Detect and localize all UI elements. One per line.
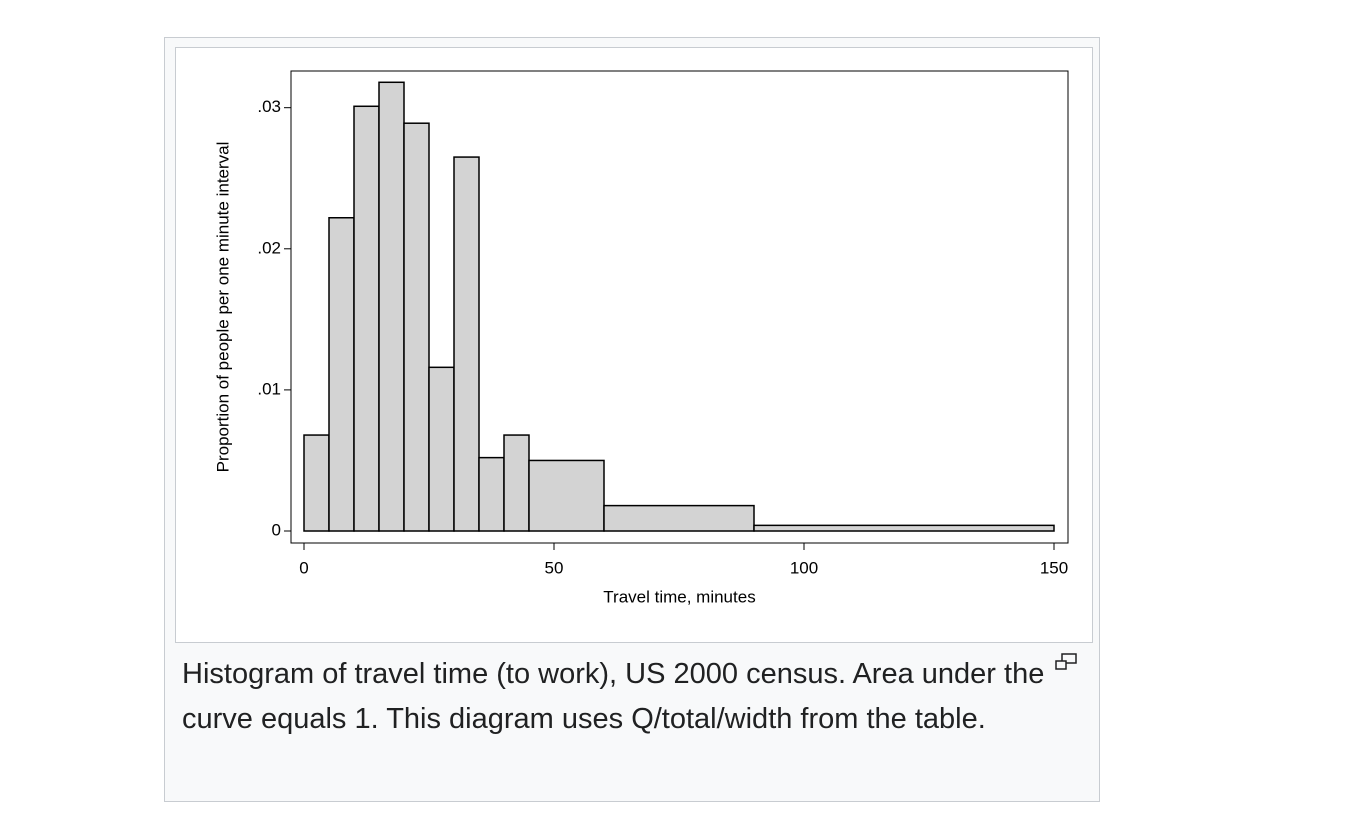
y-tick-label: .02 [257, 238, 281, 257]
bar [453, 156, 480, 532]
y-tick-label: 0 [272, 520, 281, 539]
bar [603, 504, 755, 532]
bar [528, 459, 605, 532]
x-tick-label: 50 [545, 558, 564, 577]
bar [403, 122, 430, 532]
chart: 0 .01 .02 .03 0 50 100 150 Travel time, minutes P… [213, 70, 1069, 606]
enlarge-icon[interactable] [1053, 652, 1081, 672]
y-tick-label: .03 [257, 97, 281, 116]
x-tick-label: 0 [299, 558, 308, 577]
x-tick-label: 100 [790, 558, 818, 577]
x-axis-label: Travel time, minutes [603, 587, 755, 606]
x-tick-label: 150 [1040, 558, 1068, 577]
bar [503, 434, 530, 532]
chart-frame: 0 .01 .02 .03 0 50 100 150 Travel time, minutes P… [175, 47, 1093, 643]
y-axis-label: Proportion of people per one minute inte… [213, 142, 232, 473]
figure: 0 .01 .02 .03 0 50 100 150 Travel time, minutes P… [164, 37, 1100, 802]
bar [353, 105, 380, 532]
bar [478, 456, 505, 532]
bar [328, 217, 355, 532]
bar [303, 434, 330, 532]
plot-frame [290, 70, 1069, 544]
caption: Histogram of travel time (to work), US 2… [182, 658, 1045, 735]
y-tick-label: .01 [257, 379, 281, 398]
bar [428, 366, 455, 532]
bar [753, 524, 1055, 532]
bar [378, 81, 405, 532]
